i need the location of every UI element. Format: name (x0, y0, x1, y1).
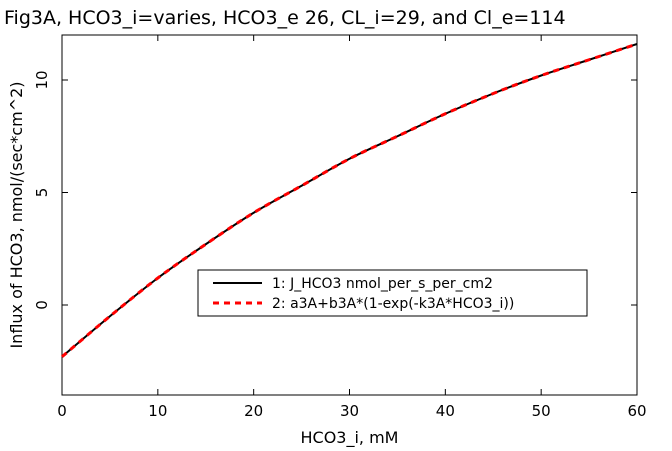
x-tick-label: 40 (436, 402, 455, 420)
x-axis-ticks: 0 10 20 30 40 50 60 (57, 35, 647, 420)
legend-box (197, 269, 588, 317)
series-lines (61, 42, 638, 358)
series-line-2 (61, 42, 638, 358)
chart-title: Fig3A, HCO3_i=varies, HCO3_e 26, CL_i=29… (4, 7, 566, 29)
legend-label-series-1: 1: J_HCO3 nmol_per_s_per_cm2 (272, 276, 493, 292)
x-tick-label: 10 (148, 402, 167, 420)
y-tick-label: 10 (33, 70, 51, 89)
x-axis-label: HCO3_i, mM (301, 428, 399, 448)
y-tick-label: 0 (33, 300, 51, 310)
x-tick-label: 0 (57, 402, 67, 420)
legend: 1: J_HCO3 nmol_per_s_per_cm2 2: a3A+b3A*… (197, 269, 588, 317)
y-tick-label: 5 (33, 188, 51, 198)
x-tick-label: 20 (244, 402, 263, 420)
legend-label-series-2: 2: a3A+b3A*(1-exp(-k3A*HCO3_i)) (272, 296, 514, 312)
x-tick-label: 30 (340, 402, 359, 420)
x-tick-label: 50 (532, 402, 551, 420)
plot-frame (61, 34, 638, 396)
y-axis-ticks: 0 5 10 (33, 70, 637, 310)
x-tick-label: 60 (627, 402, 646, 420)
y-axis-label: Influx of HCO3, nmol/(sec*cm^2) (7, 81, 26, 348)
